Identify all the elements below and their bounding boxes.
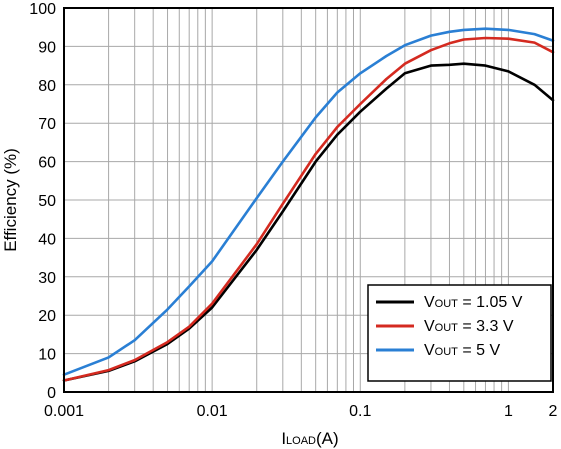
x-tick-label: 0.01 [197, 403, 228, 420]
series-lines [62, 27, 555, 382]
x-tick-label: 2 [549, 403, 558, 420]
y-tick-label: 40 [38, 231, 56, 248]
x-tick-labels: 0.001 0.01 0.1 1 2 [44, 403, 558, 420]
plot-frame [63, 7, 554, 393]
y-tick-label: 0 [47, 385, 56, 402]
y-tick-label: 30 [38, 270, 56, 287]
legend-label: VOUT = 3.3 V [424, 318, 514, 335]
legend-label: VOUT = 5 V [424, 342, 500, 359]
legend-label: VOUT = 1.05 V [424, 294, 523, 311]
series-line-1 [62, 62, 555, 382]
y-tick-label: 100 [29, 1, 56, 18]
x-tick-label: 0.001 [44, 403, 84, 420]
series-line-3 [62, 27, 555, 377]
x-tick-label: 1 [504, 403, 513, 420]
x-tick-label: 0.1 [349, 403, 371, 420]
y-tick-label: 60 [38, 155, 56, 172]
y-tick-labels: 0 10 20 30 40 50 60 70 80 90 100 [29, 1, 56, 402]
series-line-2 [62, 36, 555, 382]
y-axis-title: Efficiency (%) [1, 148, 20, 252]
y-tick-label: 80 [38, 78, 56, 95]
legend: VOUT = 1.05 V VOUT = 3.3 V VOUT = 5 V [367, 284, 552, 382]
y-tick-label: 10 [38, 347, 56, 364]
x-axis-title: ILOAD(A) [281, 429, 338, 448]
y-tick-label: 70 [38, 116, 56, 133]
y-tick-label: 50 [38, 193, 56, 210]
y-tick-label: 90 [38, 39, 56, 56]
y-tick-label: 20 [38, 308, 56, 325]
